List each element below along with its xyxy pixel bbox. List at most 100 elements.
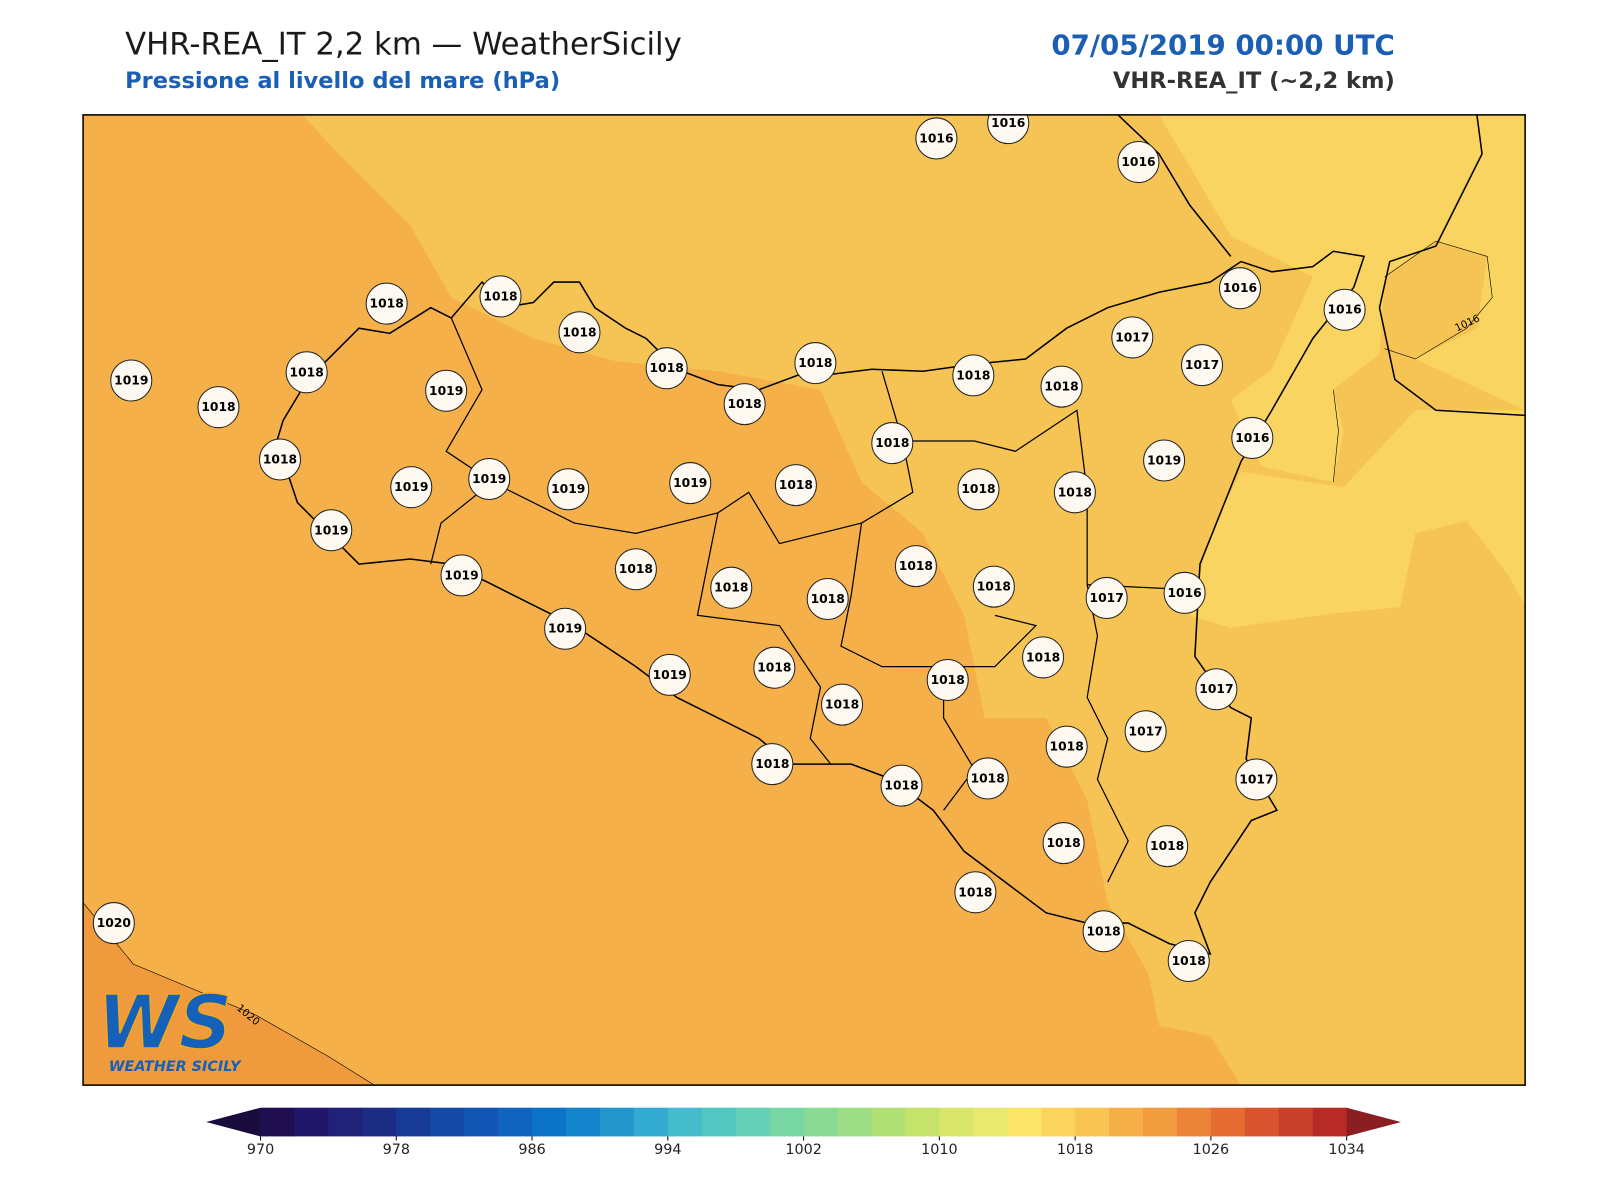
station-value: 1016 (1167, 586, 1201, 600)
station-value: 1018 (1044, 380, 1078, 394)
station-value: 1017 (1239, 772, 1273, 786)
station-marker (479, 275, 522, 318)
colorbar-cell (362, 1107, 397, 1137)
station-marker (1163, 571, 1206, 614)
station-marker (723, 383, 766, 426)
station: 1018 (285, 351, 328, 394)
station-marker (614, 548, 657, 591)
station-marker (197, 386, 240, 429)
colorbar-cell (328, 1107, 363, 1137)
station-value: 1018 (961, 482, 995, 496)
station-value: 1018 (201, 400, 235, 414)
colorbar-cell (464, 1107, 499, 1137)
station-marker (774, 464, 817, 507)
colorbar-cell (633, 1107, 669, 1137)
colorbar-cell (430, 1107, 465, 1137)
colorbar-tick-label: 986 (518, 1142, 545, 1158)
station: 1019 (425, 369, 468, 412)
station-marker (957, 468, 1000, 511)
colorbar-cell (565, 1107, 601, 1137)
colorbar-tick-label: 1010 (921, 1142, 958, 1158)
colorbar-cell (803, 1107, 839, 1137)
colorbar-cell (294, 1107, 329, 1137)
station: 1018 (258, 438, 302, 481)
station-value: 1018 (290, 365, 324, 379)
station: 1018 (753, 646, 796, 689)
colorbar-tick-label: 994 (654, 1142, 681, 1158)
station-marker (468, 457, 511, 500)
colorbar-cell (905, 1107, 940, 1137)
station: 1016 (915, 117, 958, 160)
station: 1018 (966, 757, 1009, 800)
title: VHR-REA_IT 2,2 km — WeatherSicily (125, 26, 682, 62)
station-marker (440, 554, 483, 597)
station-marker (547, 468, 590, 511)
station: 1019 (310, 509, 353, 552)
station: 1016 (987, 114, 1030, 145)
colorbar-cell (667, 1107, 703, 1137)
station-marker (258, 438, 302, 481)
station-value: 1018 (779, 478, 813, 492)
pressure-zone (83, 902, 375, 1086)
station-value: 1019 (429, 384, 463, 398)
colorbar-cell (769, 1107, 805, 1137)
colorbar-cell (1041, 1107, 1076, 1137)
station-marker (966, 757, 1009, 800)
station-marker (425, 369, 468, 412)
station: 1019 (544, 607, 587, 650)
station-marker (544, 607, 587, 650)
station: 1018 (645, 347, 688, 390)
map-area: 1016 1020 1016 1016 1016 1016 1016 1018 1018 1018… (83, 114, 1526, 1086)
station-value: 1018 (884, 779, 918, 793)
station-marker (972, 565, 1015, 608)
station: 1020 (92, 902, 135, 945)
colorbar-cell (1312, 1107, 1348, 1137)
station-marker (1146, 825, 1189, 868)
station: 1016 (1323, 288, 1366, 331)
logo-name: WEATHER SICILY (109, 1059, 242, 1075)
colorbar-cell (837, 1107, 872, 1137)
station: 1018 (197, 386, 240, 429)
station-value: 1019 (673, 476, 707, 490)
station-value: 1018 (1026, 650, 1060, 664)
date: 07/05/2019 00:00 UTC (1051, 28, 1394, 61)
station-marker (1231, 416, 1274, 459)
station-value: 1018 (263, 452, 297, 466)
colorbar-cell (260, 1107, 295, 1137)
station-value: 1018 (755, 757, 789, 771)
station-value: 1018 (956, 368, 990, 382)
station-marker (1053, 471, 1096, 514)
station-marker (915, 117, 958, 160)
station-marker (1085, 576, 1128, 619)
station: 1017 (1235, 758, 1278, 801)
station: 1018 (894, 545, 937, 588)
station-value: 1018 (727, 397, 761, 411)
station-marker (1040, 365, 1083, 408)
station: 1018 (957, 468, 1000, 511)
station: 1018 (1082, 910, 1125, 953)
station-value: 1016 (1121, 155, 1155, 169)
station-value: 1018 (1058, 485, 1092, 499)
station: 1018 (723, 383, 766, 426)
station-marker (390, 466, 433, 509)
station: 1018 (1040, 365, 1083, 408)
station-marker (1045, 725, 1088, 768)
station: 1017 (1181, 344, 1224, 387)
station: 1018 (710, 566, 753, 609)
station: 1016 (1117, 141, 1160, 184)
map-frame (82, 114, 1526, 1086)
colorbar-cell (735, 1107, 771, 1137)
station-value: 1018 (714, 581, 748, 595)
station-marker (558, 311, 601, 354)
station: 1018 (880, 764, 923, 807)
station-marker (1082, 910, 1125, 953)
colorbar-cell (1244, 1107, 1280, 1137)
subtitle: Pressione al livello del mare (hPa) (125, 68, 560, 94)
station: 1019 (648, 653, 691, 696)
station-value: 1018 (1086, 924, 1120, 938)
station: 1017 (1085, 576, 1128, 619)
station: 1018 (1022, 636, 1065, 679)
